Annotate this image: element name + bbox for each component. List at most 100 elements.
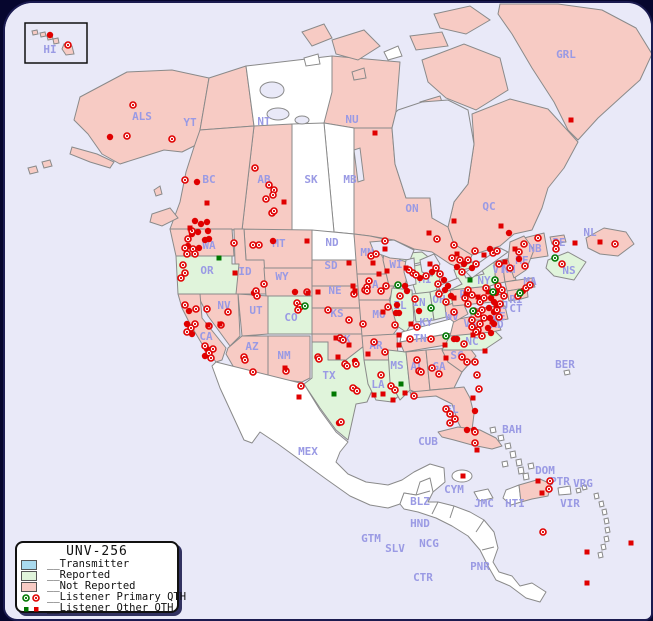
listener-primary-qth-marker-center [437, 292, 441, 296]
island [504, 442, 512, 450]
listener-other-qth-marker [402, 390, 408, 396]
listener-primary-qth-marker-center [523, 264, 527, 268]
map-label-YT: YT [183, 116, 197, 129]
listener-primary-qth-marker-center [496, 284, 500, 288]
island [489, 426, 497, 434]
listener-primary-dot [393, 301, 401, 309]
listener-primary-qth-marker-center [193, 322, 197, 326]
map-label-MB: MB [343, 173, 357, 186]
listener-primary-qth-marker-center [478, 300, 482, 304]
listener-other-qth-marker-green [331, 391, 337, 397]
listener-other-qth-marker [584, 549, 590, 555]
listener-other-qth-marker [304, 238, 310, 244]
map-label-VRG: VRG [573, 477, 593, 490]
listener-primary-qth-marker-center [444, 300, 448, 304]
listener-primary-qth-marker-green-center [553, 256, 557, 260]
water-body [465, 247, 509, 279]
listener-primary-qth-marker-center [497, 262, 501, 266]
map-label-NCG: NCG [419, 537, 439, 550]
listener-primary-qth-marker-center [528, 283, 532, 287]
listener-primary-qth-marker-center [524, 286, 528, 290]
map-label-MEX: MEX [298, 445, 318, 458]
island [563, 369, 571, 376]
islands-layer [27, 5, 611, 559]
listener-primary-qth-marker-center [476, 312, 480, 316]
map-label-VIR: VIR [560, 497, 580, 510]
listener-primary-qth-marker-center [473, 430, 477, 434]
listener-other-qth-marker [335, 354, 341, 360]
listener-primary-qth-marker-center [429, 337, 433, 341]
map-panel: HIALSYTNTNUGRLBCABSKMBONQCNLNBPENSMEWAMT… [3, 1, 653, 621]
listener-markers [46, 31, 634, 586]
map-label-GA: GA [432, 360, 446, 373]
listener-primary-qth-marker-center [271, 193, 275, 197]
listener-primary-qth-marker-green-center [429, 306, 433, 310]
listener-primary-qth-marker-center [517, 250, 521, 254]
region-NM [267, 335, 311, 383]
listener-primary-qth-marker-center [183, 271, 187, 275]
listener-primary-qth-marker-center [502, 294, 506, 298]
legend-item-4: __Listener Other QTH [21, 603, 173, 614]
map-label-GTM: GTM [361, 532, 381, 545]
island [433, 5, 491, 35]
listener-primary-qth-marker-center [473, 441, 477, 445]
listener-other-qth-marker [512, 246, 518, 252]
lake [294, 115, 310, 125]
listener-primary-qth-marker-center [185, 330, 189, 334]
map-label-SD: SD [324, 259, 338, 272]
lake [259, 81, 285, 99]
listener-primary-qth-marker-center [448, 412, 452, 416]
country-border [415, 490, 431, 496]
island [593, 492, 600, 500]
listener-primary-qth-marker-center [548, 479, 552, 483]
country-border [449, 505, 455, 519]
island [351, 67, 367, 81]
listener-primary-qth-marker-center [185, 252, 189, 256]
map-label-HND: HND [410, 517, 430, 530]
legend-item-1: __Reported [21, 570, 173, 581]
map-label-TN: TN [413, 332, 426, 345]
listener-other-qth-marker [460, 473, 466, 479]
listener-other-qth-marker [346, 342, 352, 348]
map-label-KS: KS [330, 307, 343, 320]
listener-other-qth-marker [403, 265, 409, 271]
listener-other-qth-marker-green [398, 381, 404, 387]
listener-primary-qth-marker-center [466, 288, 470, 292]
listener-primary-qth-marker-center [495, 308, 499, 312]
reported-swatch [21, 570, 47, 581]
listener-primary-qth-marker-center [299, 384, 303, 388]
map-label-NL: NL [583, 226, 597, 239]
listener-primary-dot [395, 309, 403, 317]
legend-item-0: __Transmitter [21, 559, 173, 570]
listener-other-qth-marker [187, 225, 193, 231]
listener-primary-qth-marker-center [466, 302, 470, 306]
listener-primary-qth-marker-center [226, 310, 230, 314]
listener-primary-dot [403, 287, 411, 295]
island [501, 460, 509, 468]
island [517, 466, 525, 475]
listener-primary-qth-marker-center [497, 315, 501, 319]
map-label-MS: MS [390, 359, 403, 372]
listener-other-qth-marker [232, 270, 238, 276]
regions-layer [73, 3, 651, 603]
listener-other-qth-marker [493, 303, 499, 309]
listener-other-qth-marker [568, 117, 574, 123]
island [149, 207, 179, 227]
island [603, 517, 610, 525]
map-label-AZ: AZ [245, 340, 259, 353]
listener-primary-qth-marker-center [186, 237, 190, 241]
region-PTR [557, 485, 572, 496]
listener-primary-qth-marker-center [448, 421, 452, 425]
listener-other-qth-marker [475, 294, 481, 300]
listener-primary-qth-marker-center [183, 246, 187, 250]
legend-item-2: __Not Reported [21, 581, 173, 592]
listener-other-qth-marker [451, 295, 457, 301]
hawaii-inset-box [24, 22, 88, 64]
listener-other-qth-marker [443, 355, 449, 361]
listener-other-qth-marker [382, 246, 388, 252]
listener-primary-qth-marker-green-center [303, 304, 307, 308]
listener-primary-qth-marker-center [365, 289, 369, 293]
island [331, 29, 381, 61]
legend-marker-glyph [24, 606, 39, 611]
map-label-CUB: CUB [418, 435, 438, 448]
